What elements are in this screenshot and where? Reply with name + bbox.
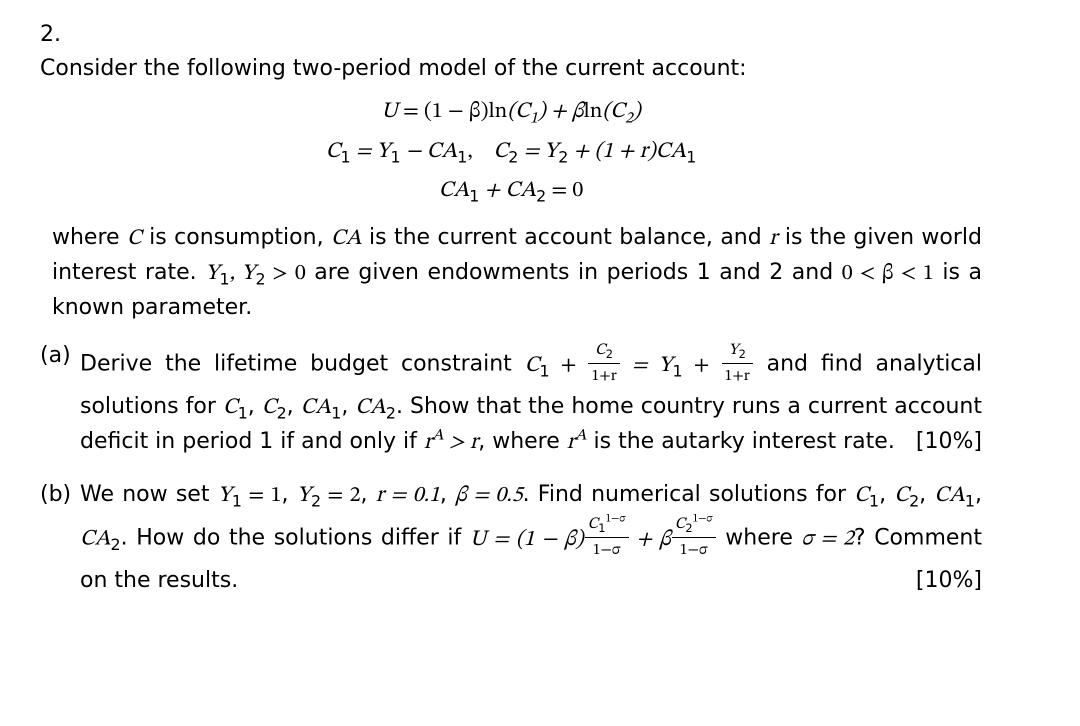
subparts: (a) Derive the lifetime budget constrain… xyxy=(40,339,982,599)
part-a: (a) Derive the lifetime budget constrain… xyxy=(40,339,982,460)
question-number: 2. xyxy=(40,18,74,52)
equation-solvency: CA1 + CA2 = 0 xyxy=(40,171,982,211)
exam-question: 2. Consider the following two-period mod… xyxy=(0,0,1080,617)
description-para: where C is consumption, CA is the curren… xyxy=(52,221,982,325)
part-a-marks: [10%] xyxy=(916,425,982,459)
part-b: (b) We now set Y1 = 1, Y2 = 2, r = 0.1, … xyxy=(40,478,982,598)
fraction: Y21+r xyxy=(722,337,753,388)
fraction: C21−σ1−σ xyxy=(672,511,716,562)
fraction: C11−σ1−σ xyxy=(585,511,629,562)
fraction: C21+r xyxy=(588,337,619,388)
question-body: Consider the following two-period model … xyxy=(40,52,982,616)
part-b-body: We now set Y1 = 1, Y2 = 2, r = 0.1, β = … xyxy=(80,478,982,598)
part-a-body: Derive the lifetime budget constraint C1… xyxy=(80,339,982,460)
intro-text: Consider the following two-period model … xyxy=(40,56,747,81)
part-b-label: (b) xyxy=(40,478,80,598)
part-b-marks: [10%] xyxy=(916,564,982,598)
equation-periods: C1 = Y1 − CA1, C2 = Y2 + (1 + r)CA1 xyxy=(40,132,982,172)
part-a-label: (a) xyxy=(40,339,80,460)
equation-utility: U = (1 − β)ln(C1) + βln(C2) xyxy=(40,92,982,132)
equation-block: U = (1 − β)ln(C1) + βln(C2) C1 = Y1 − CA… xyxy=(40,92,982,211)
